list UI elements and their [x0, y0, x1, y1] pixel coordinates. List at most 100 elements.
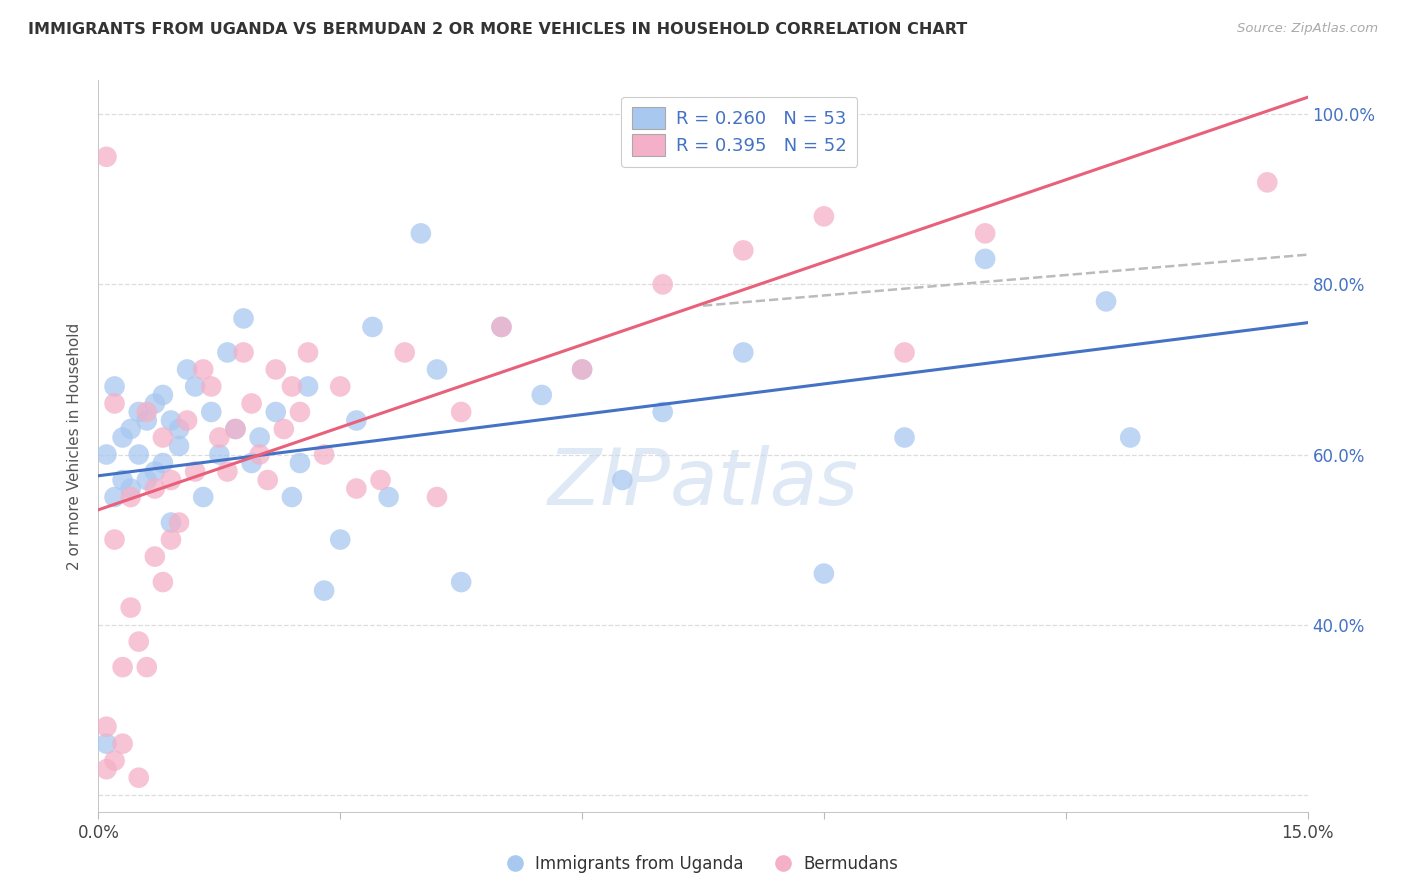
Text: IMMIGRANTS FROM UGANDA VS BERMUDAN 2 OR MORE VEHICLES IN HOUSEHOLD CORRELATION C: IMMIGRANTS FROM UGANDA VS BERMUDAN 2 OR …: [28, 22, 967, 37]
Point: [160, 473, 183, 487]
Point: [571, 362, 593, 376]
Point: [893, 345, 915, 359]
Point: [361, 320, 384, 334]
Point: [128, 405, 150, 419]
Point: [143, 396, 166, 410]
Point: [733, 244, 755, 258]
Point: [176, 413, 198, 427]
Point: [143, 482, 166, 496]
Point: [152, 456, 174, 470]
Point: [120, 482, 142, 496]
Point: [232, 311, 254, 326]
Point: [224, 422, 246, 436]
Point: [96, 150, 118, 164]
Point: [409, 227, 432, 241]
Text: Source: ZipAtlas.com: Source: ZipAtlas.com: [1237, 22, 1378, 36]
Point: [1119, 430, 1142, 444]
Point: [143, 465, 166, 479]
Point: [288, 405, 311, 419]
Point: [1095, 294, 1118, 309]
Point: [193, 362, 215, 376]
Point: [111, 737, 134, 751]
Point: [120, 422, 142, 436]
Point: [288, 456, 311, 470]
Point: [1256, 175, 1278, 189]
Point: [128, 771, 150, 785]
Point: [733, 345, 755, 359]
Point: [264, 405, 287, 419]
Point: [167, 422, 190, 436]
Point: [128, 634, 150, 648]
Point: [249, 448, 271, 462]
Point: [152, 430, 174, 444]
Point: [135, 473, 157, 487]
Point: [232, 345, 254, 359]
Point: [184, 465, 207, 479]
Point: [143, 549, 166, 564]
Point: [103, 396, 125, 410]
Point: [344, 482, 367, 496]
Point: [160, 516, 183, 530]
Point: [111, 660, 134, 674]
Point: [612, 473, 634, 487]
Point: [370, 473, 392, 487]
Point: [893, 430, 915, 444]
Point: [217, 345, 239, 359]
Point: [160, 413, 183, 427]
Point: [297, 345, 319, 359]
Point: [103, 379, 125, 393]
Point: [426, 362, 449, 376]
Point: [184, 379, 207, 393]
Point: [281, 490, 304, 504]
Point: [344, 413, 367, 427]
Point: [200, 379, 222, 393]
Y-axis label: 2 or more Vehicles in Household: 2 or more Vehicles in Household: [67, 322, 83, 570]
Legend: R = 0.260   N = 53, R = 0.395   N = 52: R = 0.260 N = 53, R = 0.395 N = 52: [621, 96, 858, 167]
Point: [426, 490, 449, 504]
Point: [491, 320, 513, 334]
Point: [329, 379, 352, 393]
Point: [160, 533, 183, 547]
Point: [813, 210, 835, 224]
Point: [314, 448, 336, 462]
Point: [240, 396, 263, 410]
Point: [103, 533, 125, 547]
Point: [135, 413, 157, 427]
Point: [96, 737, 118, 751]
Point: [249, 430, 271, 444]
Point: [813, 566, 835, 581]
Point: [128, 448, 150, 462]
Point: [224, 422, 246, 436]
Point: [120, 490, 142, 504]
Point: [651, 277, 673, 292]
Point: [329, 533, 352, 547]
Point: [377, 490, 399, 504]
Point: [491, 320, 513, 334]
Point: [135, 660, 157, 674]
Point: [297, 379, 319, 393]
Point: [314, 583, 336, 598]
Point: [135, 405, 157, 419]
Text: ZIPatlas: ZIPatlas: [547, 444, 859, 521]
Point: [167, 516, 190, 530]
Point: [530, 388, 553, 402]
Legend: Immigrants from Uganda, Bermudans: Immigrants from Uganda, Bermudans: [502, 848, 904, 880]
Point: [96, 720, 118, 734]
Point: [974, 252, 997, 266]
Point: [111, 473, 134, 487]
Point: [103, 490, 125, 504]
Point: [200, 405, 222, 419]
Point: [450, 575, 472, 590]
Point: [96, 448, 118, 462]
Point: [152, 575, 174, 590]
Point: [111, 430, 134, 444]
Point: [96, 762, 118, 776]
Point: [176, 362, 198, 376]
Point: [217, 465, 239, 479]
Point: [264, 362, 287, 376]
Point: [974, 227, 997, 241]
Point: [256, 473, 278, 487]
Point: [450, 405, 472, 419]
Point: [152, 388, 174, 402]
Point: [651, 405, 673, 419]
